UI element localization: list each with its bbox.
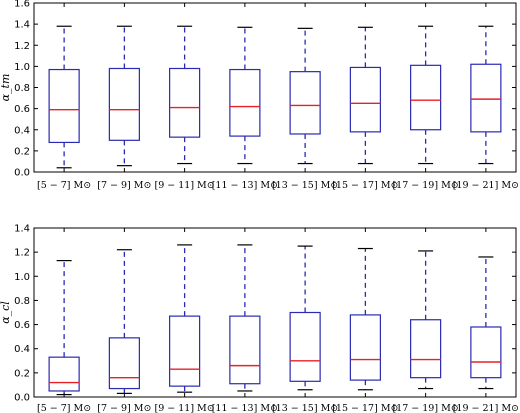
x-category-label: [13 − 15] M⊙ xyxy=(272,180,338,191)
x-category-label: [17 − 19] M⊙ xyxy=(392,180,458,191)
y-axis-label: α_tm xyxy=(0,74,12,102)
iqr-box xyxy=(229,68,261,137)
y-tick-label: 0.4 xyxy=(14,125,30,136)
y-tick-label: 0.0 xyxy=(14,168,30,179)
plot-frame xyxy=(33,2,517,173)
y-tick-label: 0.6 xyxy=(14,320,30,331)
x-category-label: [9 − 11] M⊙ xyxy=(154,403,214,413)
box-cl-3 xyxy=(229,244,261,392)
y-tick-label: 0.8 xyxy=(14,296,30,307)
iqr-box xyxy=(108,337,140,390)
iqr-box xyxy=(349,66,381,133)
y-tick-label: 1.4 xyxy=(14,224,30,235)
box-tm-6 xyxy=(410,25,442,165)
iqr-box xyxy=(470,326,502,379)
y-tick-label: 1.0 xyxy=(14,272,30,283)
box-cl-2 xyxy=(169,244,201,393)
y-tick-label: 0.6 xyxy=(14,104,30,115)
y-tick-label: 0.8 xyxy=(14,83,30,94)
x-category-label: [5 − 7] M⊙ xyxy=(37,180,91,191)
plot-frame xyxy=(33,227,517,398)
box-tm-0 xyxy=(48,25,80,169)
bottom-panel-alpha-cl: 0.0 0.2 0.4 0.6 0.8 1.0 1.2 1.4 α_cl [5 − 7] M⊙ [7… xyxy=(0,224,519,413)
iqr-box xyxy=(48,356,80,392)
box-tm-1 xyxy=(108,25,140,167)
x-category-label: [13 − 15] M⊙ xyxy=(272,403,338,413)
iqr-box xyxy=(48,68,80,144)
box-cl-5 xyxy=(349,247,381,391)
box-cl-4 xyxy=(289,245,321,391)
x-category-label: [15 − 17] M⊙ xyxy=(332,180,398,191)
y-tick-label: 1.2 xyxy=(14,248,30,259)
y-tick-label: 1.0 xyxy=(14,62,30,73)
y-tick-label: 1.4 xyxy=(14,20,30,31)
y-tick-label: 1.2 xyxy=(14,41,30,52)
x-category-label: [7 − 9] M⊙ xyxy=(97,180,151,191)
x-category-label: [11 − 13] M⊙ xyxy=(212,403,278,413)
x-category-label: [15 − 17] M⊙ xyxy=(332,403,398,413)
top-panel-alpha-tm: 0.0 0.2 0.4 0.6 0.8 1.0 1.2 1.4 1.6 α_tm [5 − 7] M… xyxy=(0,0,519,191)
y-tick-label: 1.6 xyxy=(14,0,30,10)
iqr-box xyxy=(410,319,442,379)
iqr-box xyxy=(410,64,442,131)
y-tick-label: 0.4 xyxy=(14,344,30,355)
x-category-label: [11 − 13] M⊙ xyxy=(212,180,278,191)
iqr-box xyxy=(349,314,381,381)
iqr-box xyxy=(470,63,502,133)
iqr-box xyxy=(169,67,201,138)
box-cl-0 xyxy=(48,259,80,396)
x-category-label: [19 − 21] M⊙ xyxy=(453,180,519,191)
x-category-label: [7 − 9] M⊙ xyxy=(97,403,151,413)
box-tm-4 xyxy=(289,27,321,165)
y-tick-label: 0.0 xyxy=(14,393,30,404)
box-cl-1 xyxy=(108,249,140,394)
box-tm-5 xyxy=(349,26,381,165)
iqr-box xyxy=(289,71,321,135)
box-tm-3 xyxy=(229,26,261,165)
x-category-label: [17 − 19] M⊙ xyxy=(392,403,458,413)
box-tm-7 xyxy=(470,25,502,165)
iqr-box xyxy=(108,67,140,141)
iqr-box xyxy=(289,311,321,382)
iqr-box xyxy=(229,315,261,385)
x-category-label: [19 − 21] M⊙ xyxy=(453,403,519,413)
y-tick-label: 0.2 xyxy=(14,368,30,379)
y-tick-label: 0.2 xyxy=(14,146,30,157)
y-axis-label: α_cl xyxy=(0,301,12,324)
x-category-label: [9 − 11] M⊙ xyxy=(154,180,214,191)
iqr-box xyxy=(169,315,201,387)
box-cl-6 xyxy=(410,250,442,390)
box-cl-7 xyxy=(470,256,502,390)
x-category-label: [5 − 7] M⊙ xyxy=(37,403,91,413)
box-tm-2 xyxy=(169,25,201,165)
